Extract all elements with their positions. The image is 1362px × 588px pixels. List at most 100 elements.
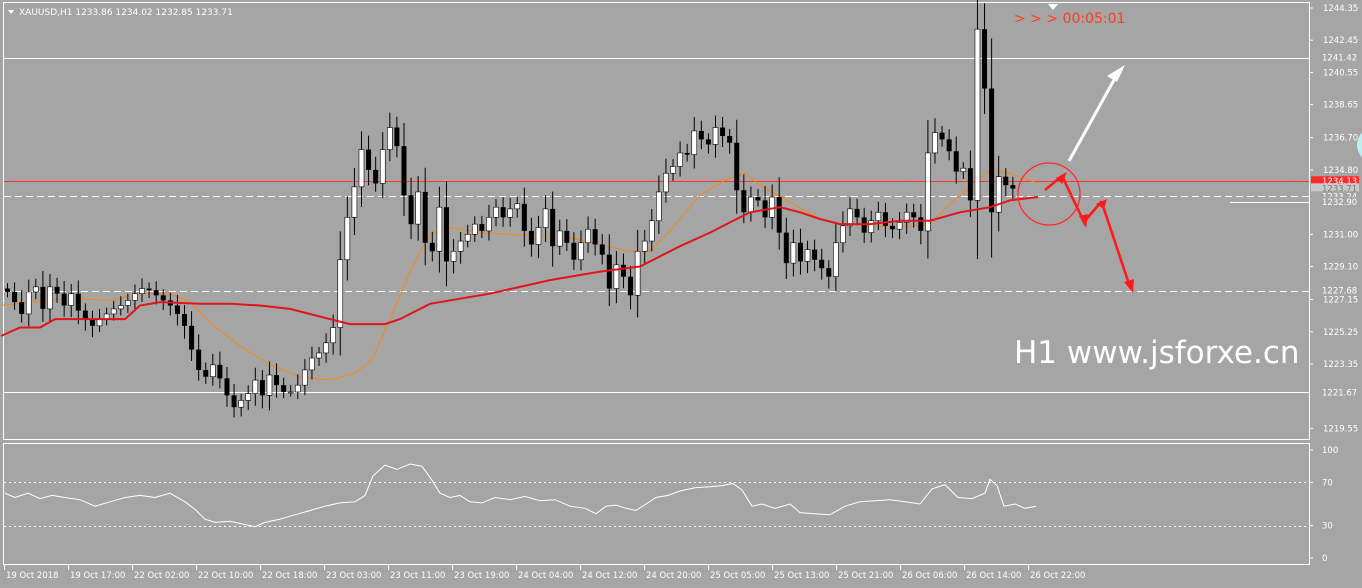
candle-body <box>139 288 145 294</box>
candle-body <box>500 207 506 218</box>
time-tick-label: 25 Oct 13:00 <box>774 571 829 581</box>
candle-body <box>33 286 39 293</box>
candle-body <box>471 223 478 235</box>
price-tick-label: 1244.35 <box>1323 4 1358 14</box>
rsi-levels <box>4 482 1309 527</box>
candle-body <box>358 149 365 188</box>
candle-body <box>344 217 351 261</box>
candle-body <box>479 224 485 231</box>
candle-body <box>464 234 471 242</box>
candle-body <box>125 300 131 306</box>
price-level-pill: 1233.71 <box>1322 184 1357 194</box>
price-level-pill: 1234.13 <box>1322 177 1357 187</box>
time-tick-label: 26 Oct 22:00 <box>1030 571 1085 581</box>
chart-menu-icon[interactable] <box>8 10 14 14</box>
candle-body <box>379 149 386 184</box>
time-tick-label: 19 Oct 17:00 <box>70 571 125 581</box>
candle-body <box>189 325 195 350</box>
candle-body <box>698 130 704 140</box>
rsi-axis: 100 70 30 0 <box>1309 446 1338 564</box>
candle-body <box>457 240 464 252</box>
candle-body <box>486 217 492 232</box>
candle-body <box>245 393 252 401</box>
candle-body <box>366 149 372 170</box>
price-level-pill-bg <box>1311 191 1359 202</box>
candle-body <box>19 302 25 314</box>
candle-body <box>748 196 754 213</box>
candle-body <box>514 203 521 210</box>
candle-body <box>316 352 322 359</box>
candle-body <box>401 146 407 196</box>
price-tick-label: 1236.70 <box>1323 134 1358 144</box>
candle-body <box>606 254 612 289</box>
price-tick-label: 1229.10 <box>1323 263 1358 273</box>
candle-body <box>153 290 159 296</box>
price-tick-label: 1240.55 <box>1323 68 1358 78</box>
edge-widget[interactable] <box>1357 127 1362 163</box>
bar-countdown: > > > 00:05:01 <box>1014 11 1125 27</box>
candle-body <box>875 211 882 222</box>
highlight-circle <box>1017 162 1081 226</box>
shift-marker-icon[interactable] <box>1048 4 1058 10</box>
candle-body <box>309 357 315 371</box>
candle-body <box>989 88 995 213</box>
candle-body <box>720 127 726 136</box>
time-tick-label: 24 Oct 04:00 <box>518 571 573 581</box>
candle-body <box>542 208 549 228</box>
ma-fast-line <box>0 169 1039 381</box>
candle-body <box>25 291 32 315</box>
candle-body <box>54 286 60 294</box>
candle-body <box>330 327 336 344</box>
price-level-pill-bg <box>1311 176 1359 187</box>
candle-body <box>769 196 775 218</box>
main-panel-frame <box>3 2 1310 440</box>
candle-body <box>734 142 740 191</box>
ma-slow-line <box>0 196 1039 337</box>
price-tick-label: 1225.25 <box>1323 328 1358 338</box>
candle-body <box>903 211 910 223</box>
candle-body <box>281 385 287 392</box>
candle-body <box>5 288 10 292</box>
candle-body <box>68 293 75 306</box>
time-tick-label: 23 Oct 19:00 <box>454 571 509 581</box>
time-tick-label: 23 Oct 11:00 <box>390 571 445 581</box>
white-up-arrow-shaft <box>1067 70 1121 162</box>
time-tick-label: 25 Oct 05:00 <box>710 571 765 581</box>
candle-body <box>712 127 719 145</box>
candle-body <box>925 152 931 232</box>
candle-body <box>882 212 888 226</box>
price-level-pill-bg <box>1311 183 1359 194</box>
price-tick-label: 1231.00 <box>1323 230 1358 240</box>
candle-body <box>132 293 138 301</box>
candle-body <box>160 295 166 301</box>
candle-body <box>847 208 853 227</box>
watermark: H1 www.jsforxe.cn <box>1014 335 1300 371</box>
candle-body <box>564 230 570 243</box>
candle-body <box>274 375 280 386</box>
candle-body <box>890 225 895 230</box>
time-tick-label: 22 Oct 10:00 <box>198 571 253 581</box>
candle-body <box>429 242 435 252</box>
candle-body <box>967 168 973 201</box>
price-axis[interactable]: 1244.35 1242.45 1240.55 1238.65 1236.70 1234.… <box>1309 4 1359 434</box>
candle-body <box>705 139 711 145</box>
candle-body <box>797 242 803 262</box>
price-level-pill-bg <box>1311 387 1359 398</box>
candle-body <box>408 195 414 225</box>
candle-body <box>110 308 117 315</box>
candle-body <box>641 240 648 252</box>
candle-body <box>394 127 400 147</box>
red-arrow-head-2 <box>1079 214 1088 228</box>
time-tick-label: 19 Oct 2018 <box>6 571 59 581</box>
price-tick-label: 1234.80 <box>1323 166 1358 176</box>
price-level-pill-bg <box>1311 285 1359 296</box>
candle-body <box>196 349 202 370</box>
candle-body <box>182 313 187 326</box>
red-arrow-head-3 <box>1096 199 1107 209</box>
candle-body <box>776 197 782 233</box>
time-tick-label: 26 Oct 06:00 <box>902 571 957 581</box>
candle-body <box>238 400 244 408</box>
candle-body <box>826 268 832 277</box>
